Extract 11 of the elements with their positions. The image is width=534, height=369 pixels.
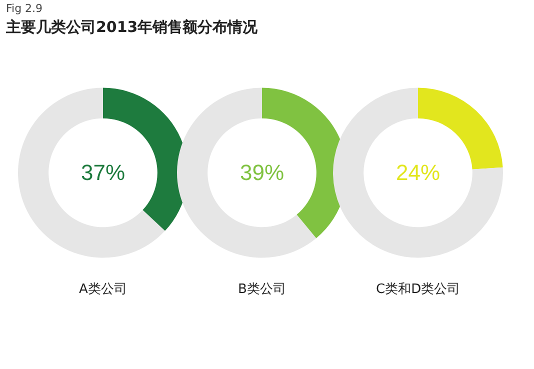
donut-slice	[18, 88, 165, 258]
data-label: 24%	[396, 160, 440, 185]
chart-title: 主要几类公司2013年销售额分布情况	[6, 18, 258, 37]
text: B类公司	[238, 282, 286, 297]
data-label: 39%	[240, 160, 284, 185]
caption: Fig 2.9	[6, 2, 43, 15]
data-label: 37%	[81, 160, 126, 185]
text: C类和D类公司	[376, 282, 460, 297]
donut-slice	[333, 88, 503, 258]
donut-slice	[177, 88, 316, 258]
text: A类公司	[79, 282, 127, 297]
